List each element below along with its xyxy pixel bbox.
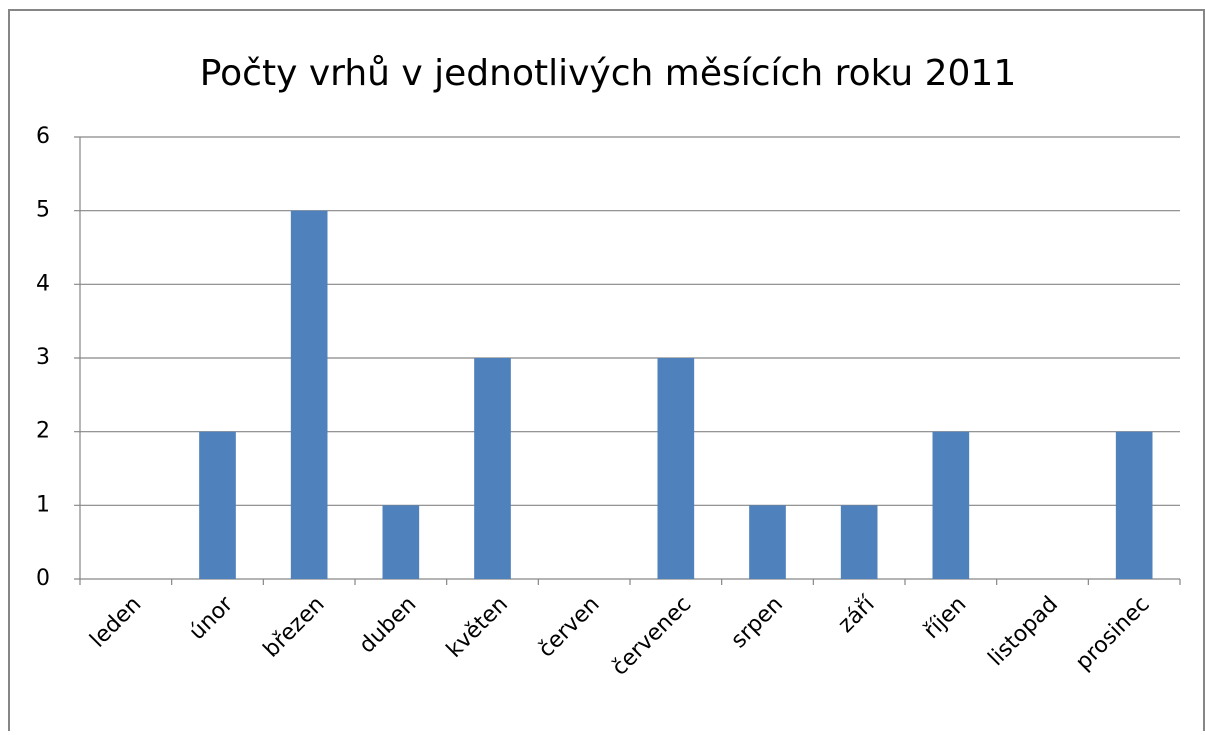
chart-title: Počty vrhů v jednotlivých měsících roku …	[200, 53, 1017, 94]
bar	[657, 358, 695, 579]
bar	[1115, 431, 1153, 579]
bar	[290, 210, 328, 579]
y-tick-label: 4	[36, 271, 50, 296]
bar	[749, 505, 786, 579]
y-tick-label: 0	[36, 566, 50, 591]
bar	[474, 358, 511, 579]
bar	[932, 431, 970, 579]
bar	[199, 431, 236, 579]
y-tick-label: 3	[36, 345, 50, 370]
y-tick-label: 1	[36, 492, 50, 517]
y-tick-label: 6	[36, 124, 50, 149]
bar	[382, 505, 420, 579]
y-tick-label: 2	[36, 419, 50, 444]
chart-border	[8, 9, 1205, 733]
bar	[840, 505, 878, 579]
y-tick-label: 5	[36, 198, 50, 223]
